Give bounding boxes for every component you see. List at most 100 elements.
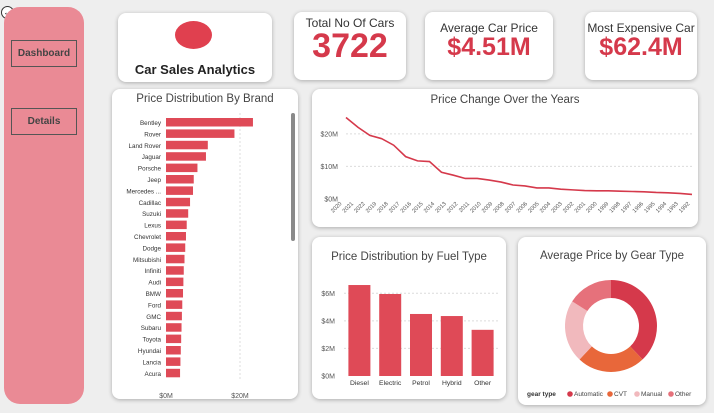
brand-chart-scrollbar[interactable] xyxy=(291,113,295,241)
kpi-max-price: Most Expensive Car $62.4M xyxy=(585,12,697,80)
year-x-tick: 2012 xyxy=(446,201,459,214)
brand-category-label: Land Rover xyxy=(128,143,161,150)
year-x-tick: 2019 xyxy=(365,201,378,214)
year-x-tick: 2014 xyxy=(423,201,436,214)
brand-bar xyxy=(166,152,206,161)
gear-slice xyxy=(564,301,592,360)
brand-bar xyxy=(166,140,208,150)
brand-bar xyxy=(166,209,189,218)
brand-bar xyxy=(166,266,184,275)
year-x-tick: 2018 xyxy=(377,201,390,214)
year-x-tick: 2005 xyxy=(527,201,540,214)
fuel-bar xyxy=(379,293,402,376)
kpi-total-cars-title: Total No Of Cars xyxy=(305,16,395,30)
brand-category-label: GMC xyxy=(146,314,161,321)
brand-category-label: Mercedes ... xyxy=(126,188,161,195)
year-x-tick: 2006 xyxy=(516,201,529,214)
fuel-chart-card: Price Distribution by Fuel Type $0M $2M $4… xyxy=(312,237,506,399)
gear-legend-marker xyxy=(607,391,613,397)
year-x-tick: 2008 xyxy=(493,201,506,214)
year-x-tick: 1999 xyxy=(597,201,610,214)
fuel-category-label: Hybrid xyxy=(442,380,462,387)
brand-bar xyxy=(166,197,191,207)
year-y-tick: $0M xyxy=(324,197,338,204)
gear-slice xyxy=(579,346,643,372)
brand-category-label: Lancia xyxy=(142,359,161,366)
brand-x-tick: $20M xyxy=(231,393,249,399)
fuel-bar xyxy=(348,285,371,376)
brand-category-label: Rover xyxy=(144,131,161,138)
year-x-tick: 2000 xyxy=(585,201,598,214)
brand-bar xyxy=(166,232,186,241)
brand-category-label: Chevrolet xyxy=(134,234,161,241)
dashboard-button[interactable]: Dashboard xyxy=(11,40,77,67)
kpi-avg-price-title: Average Car Price xyxy=(440,21,538,35)
year-x-tick: 2002 xyxy=(562,201,575,214)
brand-bar xyxy=(166,323,182,332)
details-button[interactable]: Details xyxy=(11,108,77,135)
brand-category-label: Jeep xyxy=(147,177,161,184)
year-x-tick: 1995 xyxy=(643,201,656,214)
gear-legend-label: CVT xyxy=(614,391,627,398)
kpi-avg-price: Average Car Price $4.51M xyxy=(425,12,553,80)
brand-bar xyxy=(166,243,186,252)
year-x-tick: 2022 xyxy=(353,201,366,214)
gear-legend-label: Automatic xyxy=(574,391,604,398)
year-x-tick: 2010 xyxy=(469,201,482,214)
year-x-tick: 2021 xyxy=(342,201,355,214)
kpi-total-cars: Total No Of Cars 3722 xyxy=(294,12,406,80)
gear-legend-label: Manual xyxy=(641,391,663,398)
brand-category-label: Audi xyxy=(148,280,161,287)
brand-bar xyxy=(166,368,181,378)
brand-category-label: Porsche xyxy=(138,166,162,173)
brand-bar xyxy=(166,186,194,195)
year-y-tick: $20M xyxy=(320,131,338,138)
brand-category-label: Bentley xyxy=(140,120,162,127)
fuel-y-tick: $6M xyxy=(321,291,335,298)
brand-chart-card: Price Distribution By Brand $0M $20M Bentl… xyxy=(112,89,298,399)
brand-bar xyxy=(166,220,187,230)
year-x-tick: 1992 xyxy=(678,201,691,214)
year-x-tick: 2003 xyxy=(551,201,564,214)
fuel-chart: $0M $2M $4M $6M Diesel Electric Petrol Hybrid Ot… xyxy=(321,285,498,387)
brand-category-label: Cadillac xyxy=(139,200,161,207)
year-x-tick: 2007 xyxy=(504,201,517,214)
fuel-y-tick: $0M xyxy=(321,374,335,381)
year-x-tick: 2011 xyxy=(458,201,471,214)
brand-bar xyxy=(166,175,194,184)
year-x-tick: 1998 xyxy=(609,201,622,214)
year-chart-title: Price Change Over the Years xyxy=(430,94,580,106)
year-x-tick: 2009 xyxy=(481,201,494,214)
fuel-y-tick: $2M xyxy=(321,346,335,353)
brand-category-label: Subaru xyxy=(141,325,162,332)
fuel-category-label: Diesel xyxy=(350,380,369,387)
brand-bar xyxy=(166,129,235,138)
title-card: Car Sales Analytics xyxy=(118,13,272,82)
fuel-bar xyxy=(471,329,494,376)
brand-category-label: Infiniti xyxy=(145,268,161,275)
fuel-category-label: Electric xyxy=(379,380,402,387)
logo-icon xyxy=(175,21,212,49)
brand-category-label: Acura xyxy=(145,371,162,378)
gear-legend-marker xyxy=(668,391,674,397)
brand-category-label: Dodge xyxy=(142,245,161,252)
page-title: Car Sales Analytics xyxy=(134,62,256,77)
brand-bar xyxy=(166,163,198,173)
gear-slice xyxy=(572,280,611,311)
brand-bar xyxy=(166,118,253,127)
brand-category-label: Lexus xyxy=(144,223,161,230)
brand-bar xyxy=(166,357,181,366)
year-x-tick: 2013 xyxy=(435,201,448,214)
brand-category-label: Jaguar xyxy=(142,154,161,161)
year-chart: $0M$10M$20M20202021202220192018201720162… xyxy=(320,116,693,214)
kpi-max-price-title: Most Expensive Car xyxy=(587,21,695,35)
kpi-total-cars-value: 3722 xyxy=(312,27,388,65)
brand-bar xyxy=(166,334,182,344)
brand-category-label: BMW xyxy=(146,291,161,298)
brand-bar xyxy=(166,277,184,287)
kpi-max-price-value: $62.4M xyxy=(599,33,683,61)
fuel-bar xyxy=(410,313,432,376)
gear-chart-title: Average Price by Gear Type xyxy=(539,250,685,262)
gear-legend-marker xyxy=(567,391,573,397)
brand-chart-title: Price Distribution By Brand xyxy=(136,93,274,105)
